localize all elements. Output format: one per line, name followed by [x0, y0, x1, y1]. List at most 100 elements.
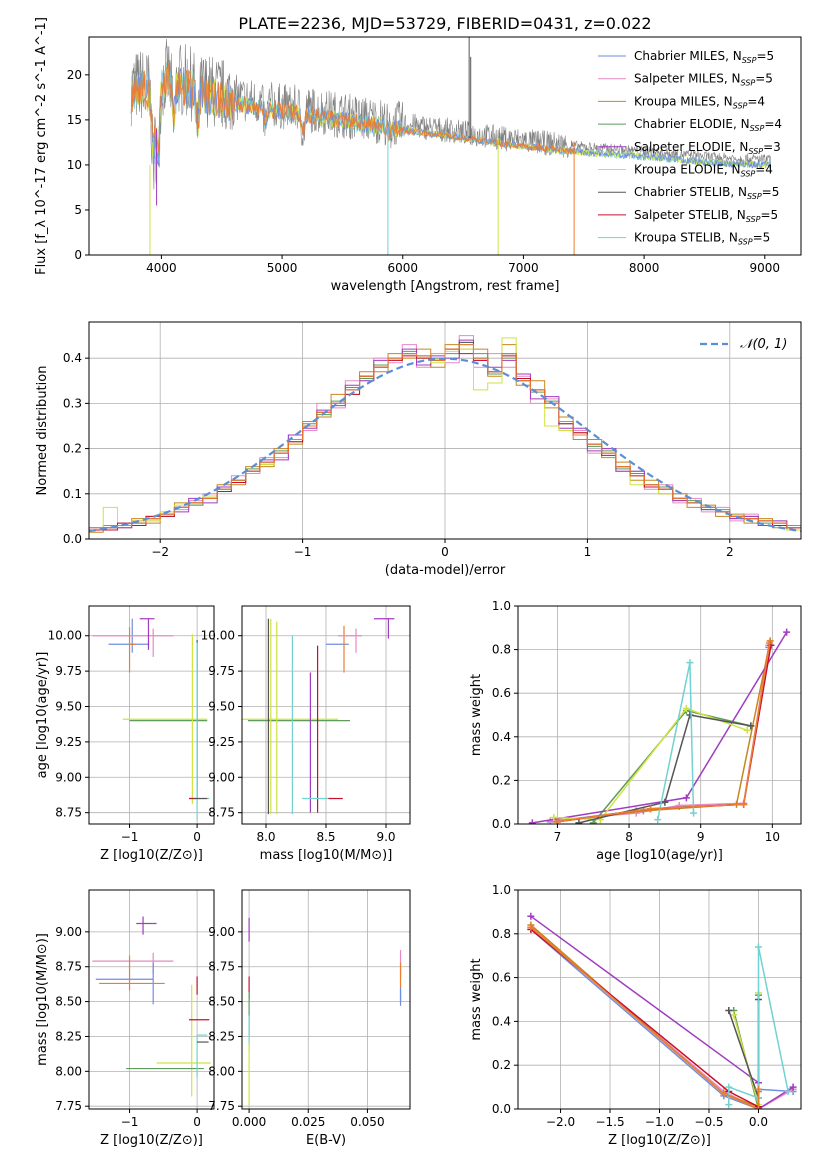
x-tick-label: 2: [726, 545, 734, 559]
mass_vs_EBV-frame: [241, 889, 411, 1110]
weight-marker: [725, 1083, 733, 1091]
x-tick-label: 9.0: [376, 830, 395, 844]
y-tick-label: 8.75: [55, 960, 82, 974]
y-tick-label: 0.0: [492, 817, 511, 831]
x-tick-label: −2.0: [546, 1115, 575, 1129]
mass_vs_Z-x-axis-label: Z [log10(Z/Z⊙)]: [100, 1133, 203, 1148]
x-tick-label: 9: [697, 830, 705, 844]
mass_weight_vs_Z-x-axis-label: Z [log10(Z/Z⊙)]: [608, 1133, 711, 1148]
weight-marker: [527, 912, 535, 920]
weight-marker: [661, 798, 669, 806]
weight-marker: [682, 704, 690, 712]
legend-label: Salpeter STELIB, NSSP=5: [634, 208, 778, 224]
observed-spectrum-line: [130, 38, 772, 190]
y-tick-label: 0.8: [492, 927, 511, 941]
weight-series-line: [530, 928, 794, 1109]
y-tick-label: 10.00: [201, 629, 235, 643]
y-tick-label: 0.2: [492, 773, 511, 787]
y-tick-label: 8.75: [208, 960, 235, 974]
legend-label: Kroupa MILES, NSSP=4: [634, 94, 765, 110]
weight-marker: [654, 816, 662, 824]
x-tick-label: 7000: [508, 261, 539, 275]
y-tick-label: 8.75: [208, 806, 235, 820]
y-tick-label: 9.50: [208, 700, 235, 714]
x-tick-label: −1.5: [595, 1115, 624, 1129]
normal-curve: [89, 357, 801, 533]
y-tick-label: 7.75: [208, 1099, 235, 1113]
age_vs_Z-plot-area: [92, 618, 210, 820]
weight-marker: [725, 1101, 733, 1109]
x-tick-label: 0.050: [350, 1115, 384, 1129]
mass_weight_vs_Z-plot-area: [527, 912, 797, 1109]
legend-label: 𝒩(0, 1): [740, 337, 787, 352]
y-tick-label: 7.75: [55, 1099, 82, 1113]
y-tick-label: 0.6: [492, 686, 511, 700]
y-tick-label: 10.00: [48, 629, 82, 643]
mass_weight_vs_age-frame: [517, 605, 802, 825]
mass_vs_Z-plot-area: [92, 916, 211, 1097]
weight-series-line: [532, 631, 788, 824]
x-tick-label: 4000: [146, 261, 177, 275]
x-tick-label: 0: [193, 830, 201, 844]
mass_vs_Z-y-axis-label: mass [log10(M/M⊙)]: [35, 933, 50, 1066]
x-tick-label: 0: [441, 545, 449, 559]
y-tick-label: 9.00: [55, 925, 82, 939]
age_vs_mass-x-axis-label: mass [log10(M/M⊙)]: [260, 848, 393, 863]
weight-marker: [528, 819, 536, 824]
weight-marker: [639, 807, 647, 815]
mass_vs_EBV-plot-area: [248, 917, 402, 1107]
weight-marker: [730, 1011, 738, 1019]
y-tick-label: 8.50: [55, 995, 82, 1009]
x-tick-label: 9000: [750, 261, 781, 275]
x-tick-label: 0.000: [232, 1115, 266, 1129]
age_vs_Z-x-axis-label: Z [log10(Z/Z⊙)]: [100, 848, 203, 863]
y-tick-label: 0.8: [492, 643, 511, 657]
spectrum-plot-area: [130, 37, 772, 255]
weight-series-line: [530, 924, 760, 1108]
y-tick-label: 0.3: [63, 396, 82, 410]
x-tick-label: −1: [121, 1115, 139, 1129]
legend-label: Chabrier STELIB, NSSP=5: [634, 185, 779, 201]
mass_weight_vs_age-x-axis-label: age [log10(age/yr)]: [596, 848, 723, 863]
y-tick-label: 9.00: [208, 925, 235, 939]
y-tick-label: 0.1: [63, 487, 82, 501]
x-tick-label: 8.0: [256, 830, 275, 844]
weight-series-line: [530, 915, 794, 1109]
weight-series-line: [557, 642, 771, 823]
spectrum-x-axis-label: wavelength [Angstrom, rest frame]: [331, 279, 560, 294]
spectrum-y-axis-label: Flux [f_λ 10^-17 erg cm^-2 s^-1 A^-1]: [34, 17, 49, 275]
y-tick-label: 8.75: [55, 806, 82, 820]
weight-marker: [647, 805, 655, 813]
y-tick-label: 8.50: [208, 995, 235, 1009]
histogram-series: [89, 344, 801, 539]
y-tick-label: 0.2: [492, 1058, 511, 1072]
x-tick-label: −1.0: [645, 1115, 674, 1129]
residuals-x-axis-label: (data-model)/error: [385, 563, 506, 578]
weight-marker: [754, 943, 762, 951]
legend-label: Kroupa ELODIE, NSSP=4: [634, 163, 773, 179]
y-tick-label: 8.25: [55, 1029, 82, 1043]
x-tick-label: 8000: [629, 261, 660, 275]
legend-label: Chabrier ELODIE, NSSP=4: [634, 117, 782, 133]
x-tick-label: −2: [151, 545, 169, 559]
weight-series-line: [550, 645, 770, 822]
x-tick-label: −1: [121, 830, 139, 844]
y-tick-label: 0.0: [63, 532, 82, 546]
y-tick-label: 1.0: [492, 883, 511, 897]
weight-series-line: [530, 926, 760, 1109]
weight-marker: [575, 819, 583, 824]
x-tick-label: 7: [554, 830, 562, 844]
weight-marker: [754, 1085, 762, 1093]
y-tick-label: 9.75: [55, 664, 82, 678]
y-tick-label: 1.0: [492, 599, 511, 613]
x-tick-label: −1: [294, 545, 312, 559]
y-tick-label: 9.00: [55, 770, 82, 784]
y-tick-label: 8.00: [55, 1064, 82, 1078]
legend-label: Chabrier MILES, NSSP=5: [634, 49, 774, 65]
weight-series-line: [530, 926, 794, 1109]
residuals-plot-area: [89, 335, 801, 539]
x-tick-label: 8: [625, 830, 633, 844]
weight-series-line: [550, 647, 770, 823]
weight-marker: [550, 813, 558, 821]
